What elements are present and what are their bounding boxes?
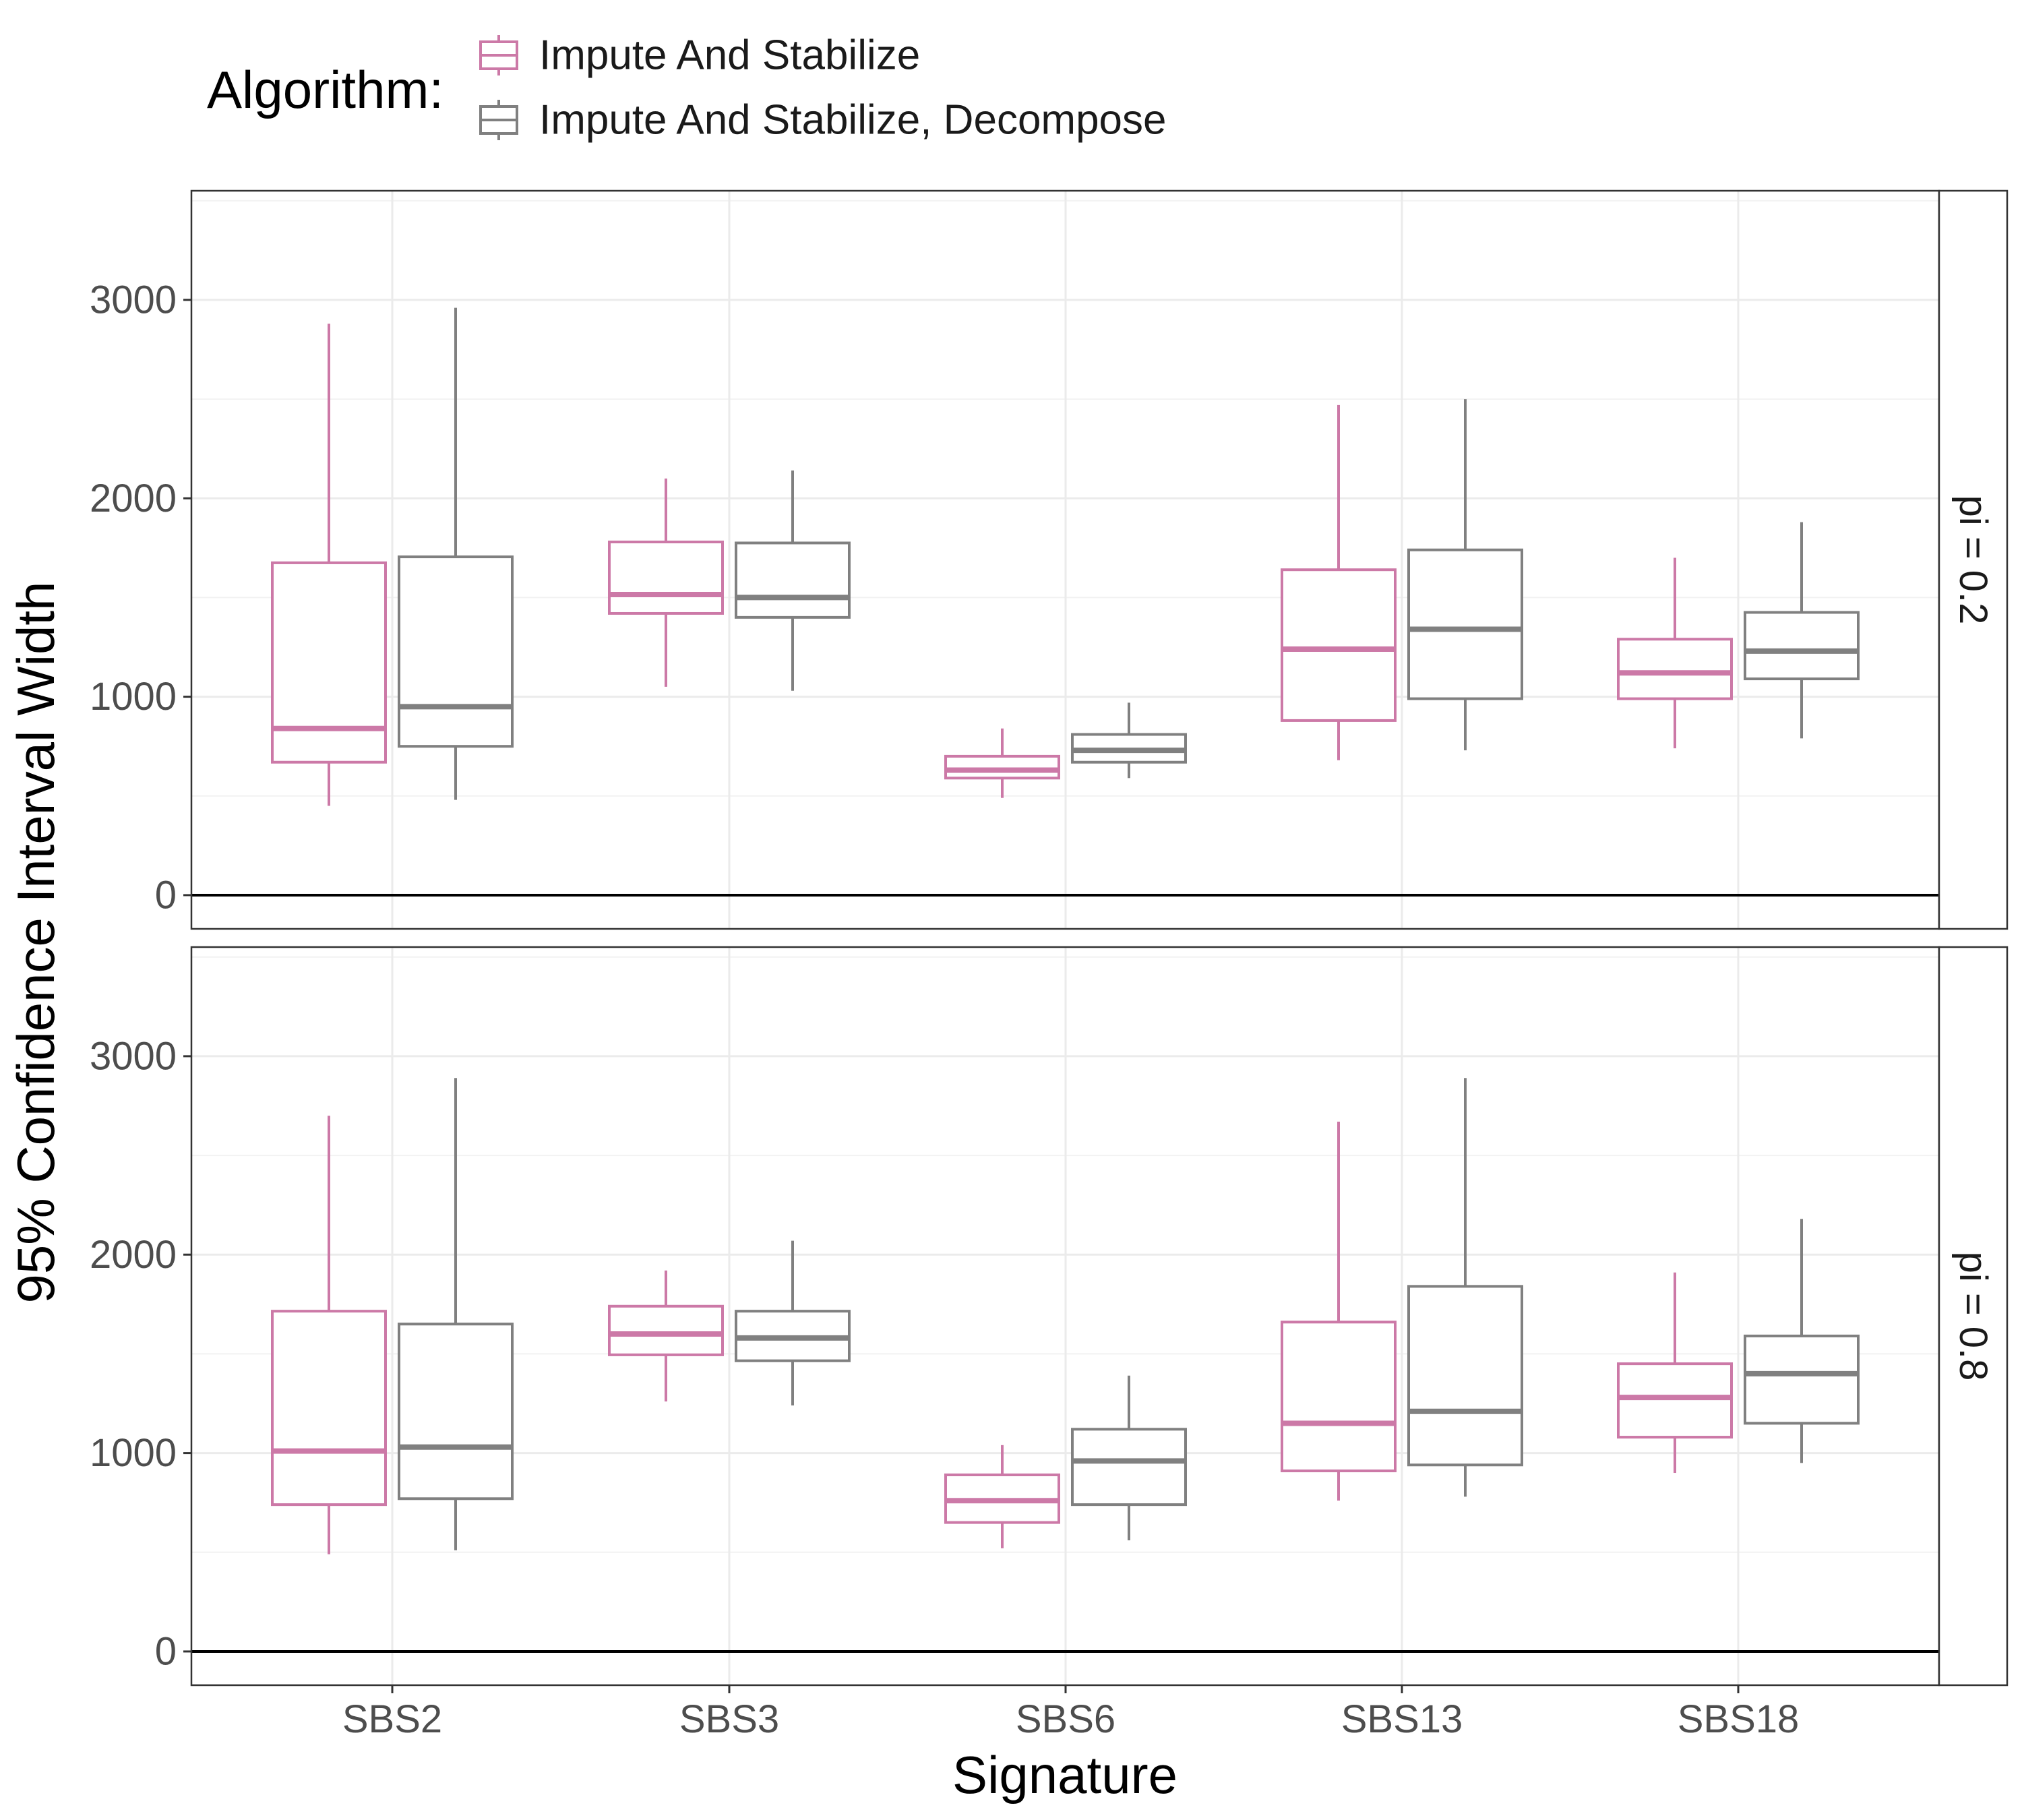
iqr-box: [1617, 638, 1733, 700]
series-1: [271, 324, 1733, 806]
box-sbs3: [735, 471, 851, 691]
box-sbs2: [271, 324, 387, 806]
box-sbs6: [944, 1445, 1060, 1548]
iqr-box: [271, 561, 387, 764]
y-tick-label: 3000: [90, 278, 177, 322]
series-1: [271, 1116, 1733, 1554]
legend-entries: Impute And Stabilize Impute And Stabilize…: [479, 32, 1167, 144]
iqr-box: [1617, 1362, 1733, 1439]
iqr-box: [271, 1310, 387, 1507]
y-tick-label: 2000: [90, 1233, 177, 1277]
box-sbs3: [608, 478, 724, 687]
iqr-box: [608, 1304, 724, 1356]
box-sbs2: [398, 1078, 514, 1550]
x-axis-title: Signature: [952, 1745, 1177, 1804]
iqr-box: [1744, 1334, 1860, 1425]
x-tick-label: SBS18: [1678, 1697, 1800, 1741]
y-axis-title: 95% Confidence Interval Width: [6, 582, 65, 1304]
panel-1: pi = 0.2 0 1000 2000 3000: [90, 189, 2009, 930]
x-tick-label: SBS2: [342, 1697, 442, 1741]
y-tick-label: 2000: [90, 477, 177, 520]
iqr-box: [1407, 1285, 1523, 1467]
y-tick-label: 1000: [90, 1431, 177, 1475]
iqr-box: [1281, 1321, 1397, 1473]
box-sbs2: [398, 307, 514, 800]
series-2: [398, 1078, 1860, 1550]
iqr-box: [398, 555, 514, 748]
facet-strip-label: pi = 0.2: [1951, 495, 1995, 625]
facet-strip: [1938, 946, 2009, 1687]
y-tick-label: 3000: [90, 1034, 177, 1078]
box-sbs13: [1407, 1078, 1523, 1497]
x-tick-label: SBS3: [679, 1697, 779, 1741]
legend-entry-2: Impute And Stabilize, Decompose: [479, 97, 1167, 144]
x-tick-label: SBS6: [1016, 1697, 1115, 1741]
box-sbs13: [1281, 404, 1397, 760]
facet-strip-label: pi = 0.8: [1951, 1252, 1995, 1381]
iqr-box: [735, 541, 851, 619]
iqr-box: [1407, 548, 1523, 700]
box-sbs13: [1281, 1122, 1397, 1501]
y-tick-label: 0: [155, 1629, 177, 1673]
iqr-box: [608, 541, 724, 615]
box-sbs18: [1744, 522, 1860, 739]
y-tick-label: 0: [155, 873, 177, 917]
x-tick-labels: SBS2 SBS3 SBS6 SBS13 SBS18: [342, 1685, 1799, 1741]
box-sbs3: [735, 1240, 851, 1405]
legend-entry-1: Impute And Stabilize: [479, 32, 920, 79]
legend-title: Algorithm:: [207, 60, 443, 119]
panels: pi = 0.2 0 1000 2000 3000 pi = 0.8 0 1000 2000 30…: [90, 189, 2009, 1687]
box-sbs6: [1071, 1375, 1187, 1541]
box-sbs2: [271, 1116, 387, 1554]
legend-entry-label: Impute And Stabilize, Decompose: [539, 97, 1167, 144]
legend-entry-label: Impute And Stabilize: [539, 32, 920, 79]
box-sbs18: [1617, 557, 1733, 749]
box-sbs18: [1617, 1272, 1733, 1474]
y-tick-label: 1000: [90, 675, 177, 719]
x-tick-label: SBS13: [1341, 1697, 1463, 1741]
iqr-box: [1744, 611, 1860, 681]
iqr-box: [944, 754, 1060, 780]
box-sbs18: [1744, 1219, 1860, 1463]
box-sbs6: [1071, 702, 1187, 779]
iqr-box: [1071, 1428, 1187, 1507]
facet-strip: [1938, 189, 2009, 930]
box-sbs13: [1407, 399, 1523, 751]
iqr-box: [1281, 568, 1397, 722]
series-2: [398, 307, 1860, 800]
box-sbs6: [944, 728, 1060, 798]
panel-2: pi = 0.8 0 1000 2000 3000: [90, 946, 2009, 1687]
iqr-box: [398, 1323, 514, 1500]
box-sbs3: [608, 1270, 724, 1402]
